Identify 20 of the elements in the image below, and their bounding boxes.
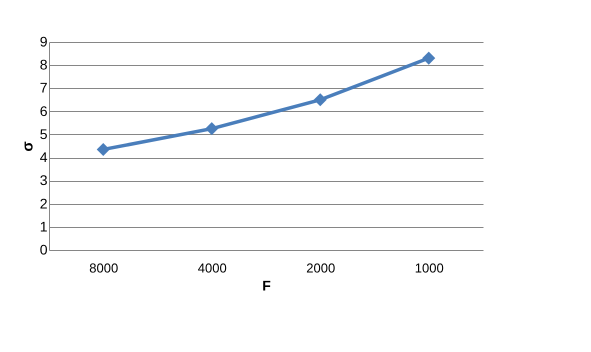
point bbox=[205, 122, 218, 136]
x-tick-label: 1000 bbox=[414, 260, 444, 276]
x-tick-label: 2000 bbox=[306, 260, 336, 276]
point bbox=[314, 93, 327, 106]
y-axis-title: σ bbox=[20, 141, 37, 152]
y-tick-label: 8 bbox=[40, 56, 48, 73]
x-tick-label: 8000 bbox=[89, 260, 118, 276]
x-tick-label: 4000 bbox=[198, 260, 227, 276]
y-tick-label: 1 bbox=[40, 218, 48, 234]
y-tick-label: 4 bbox=[40, 149, 48, 166]
point bbox=[96, 142, 110, 156]
y-tick-label: 3 bbox=[40, 172, 48, 188]
y-tick-label: 6 bbox=[40, 102, 48, 119]
y-tick-label: 5 bbox=[40, 126, 48, 142]
y-tick-label: 2 bbox=[40, 195, 48, 212]
point bbox=[422, 52, 436, 65]
x-axis-title: F bbox=[262, 278, 272, 294]
y-tick-label: 9 bbox=[40, 34, 48, 50]
y-tick-label: 0 bbox=[40, 242, 48, 258]
y-tick-label: 7 bbox=[40, 80, 48, 96]
